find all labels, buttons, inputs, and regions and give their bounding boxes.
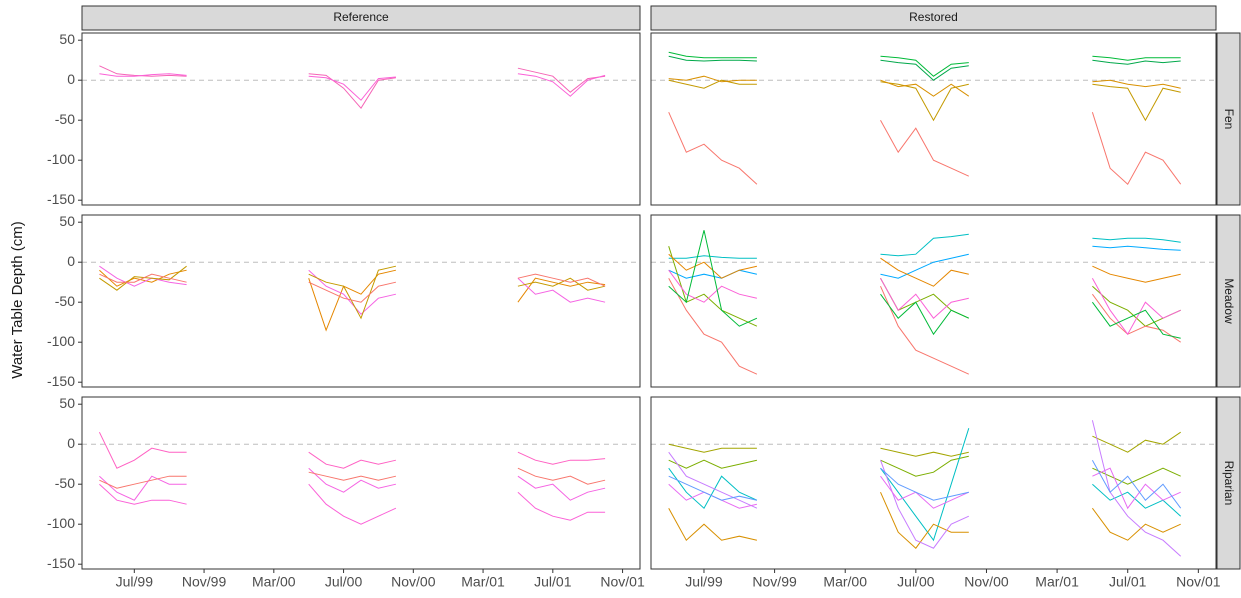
y-tick-label: 0 bbox=[67, 435, 75, 451]
y-tick-label: 0 bbox=[67, 71, 75, 87]
panel-border bbox=[81, 214, 641, 388]
x-tick-label: Jul/00 bbox=[897, 574, 935, 590]
x-tick-label: Jul/99 bbox=[116, 574, 154, 590]
y-tick-label: 50 bbox=[59, 213, 75, 229]
y-tick-label: -50 bbox=[55, 475, 75, 491]
row-strip bbox=[1216, 32, 1241, 206]
y-tick-label: -150 bbox=[47, 191, 75, 207]
data-line bbox=[668, 79, 1181, 122]
y-tick-label: -50 bbox=[55, 111, 75, 127]
data-line bbox=[668, 51, 1181, 77]
x-tick-label: Nov/00 bbox=[964, 574, 1009, 590]
row-strip-label: Meadow bbox=[1222, 278, 1236, 324]
data-line bbox=[99, 483, 606, 525]
data-line bbox=[98, 431, 606, 469]
data-line bbox=[668, 245, 1181, 279]
data-line bbox=[668, 420, 1182, 557]
column-strip-label: Restored bbox=[909, 10, 958, 24]
x-tick-label: Nov/01 bbox=[1176, 574, 1221, 590]
x-tick-label: Mar/01 bbox=[461, 574, 505, 590]
data-line bbox=[99, 269, 606, 332]
x-tick-label: Jul/99 bbox=[685, 574, 723, 590]
data-line bbox=[668, 253, 1181, 287]
data-line bbox=[99, 467, 606, 489]
column-strip bbox=[81, 5, 641, 31]
panel-border bbox=[81, 32, 641, 206]
y-tick-label: 50 bbox=[59, 31, 75, 47]
data-line bbox=[99, 265, 606, 320]
data-line bbox=[668, 230, 1181, 339]
data-line bbox=[99, 73, 606, 101]
y-tick-label: 0 bbox=[67, 253, 75, 269]
y-tick-label: -150 bbox=[47, 373, 75, 389]
data-line bbox=[668, 491, 1181, 549]
data-line bbox=[668, 428, 1182, 542]
x-tick-label: Mar/00 bbox=[252, 574, 296, 590]
x-tick-label: Jul/00 bbox=[325, 574, 363, 590]
panel-border bbox=[650, 32, 1217, 206]
data-line bbox=[668, 277, 1181, 375]
y-tick-label: -150 bbox=[47, 555, 75, 571]
y-tick-label: -100 bbox=[47, 515, 75, 531]
data-line bbox=[99, 467, 606, 501]
y-tick-label: -100 bbox=[47, 151, 75, 167]
data-line bbox=[668, 55, 1181, 81]
panel-border bbox=[81, 396, 641, 570]
x-tick-label: Jul/01 bbox=[1109, 574, 1147, 590]
row-strip bbox=[1216, 214, 1241, 388]
data-line bbox=[668, 269, 1181, 336]
row-strip-label: Fen bbox=[1222, 109, 1236, 130]
data-line bbox=[668, 459, 1182, 509]
data-line bbox=[99, 265, 606, 315]
data-line bbox=[99, 65, 606, 110]
y-tick-label: 50 bbox=[59, 395, 75, 411]
y-tick-label: -50 bbox=[55, 293, 75, 309]
data-line bbox=[668, 455, 1181, 485]
data-line bbox=[99, 273, 606, 303]
x-tick-label: Mar/00 bbox=[823, 574, 867, 590]
data-line bbox=[668, 233, 1181, 259]
data-line bbox=[668, 431, 1181, 457]
row-strip-label: Riparian bbox=[1222, 461, 1236, 506]
row-strip bbox=[1216, 396, 1241, 570]
data-line bbox=[668, 111, 1182, 185]
x-tick-label: Nov/99 bbox=[182, 574, 227, 590]
x-tick-label: Nov/99 bbox=[752, 574, 797, 590]
column-strip-label: Reference bbox=[333, 10, 389, 24]
y-axis-label: Water Table Depth (cm) bbox=[9, 221, 26, 379]
data-line bbox=[668, 75, 1181, 97]
x-tick-label: Nov/00 bbox=[391, 574, 436, 590]
column-strip bbox=[650, 5, 1217, 31]
panel-border bbox=[650, 214, 1217, 388]
x-tick-label: Mar/01 bbox=[1035, 574, 1079, 590]
x-tick-label: Jul/01 bbox=[534, 574, 572, 590]
x-tick-label: Nov/01 bbox=[600, 574, 645, 590]
panel-border bbox=[650, 396, 1217, 570]
y-tick-label: -100 bbox=[47, 333, 75, 349]
